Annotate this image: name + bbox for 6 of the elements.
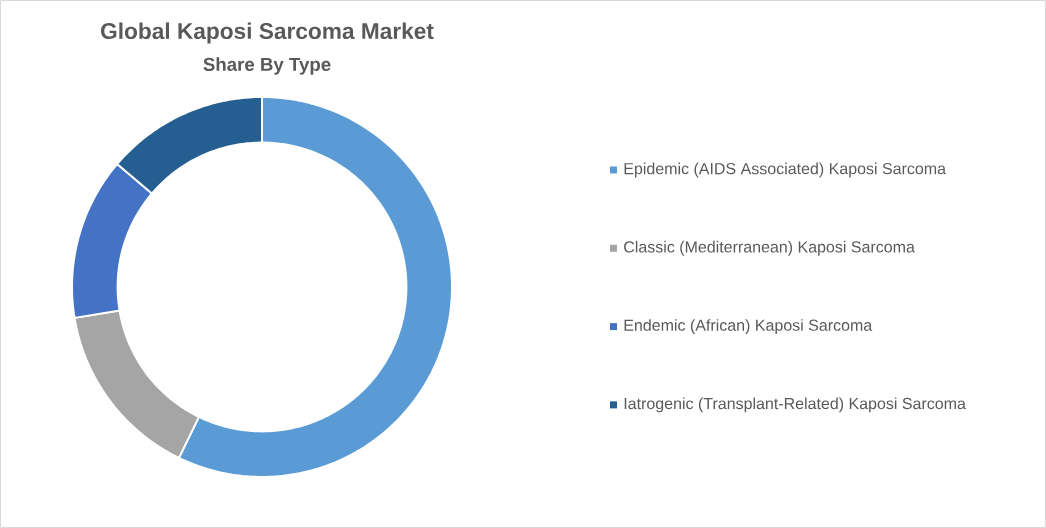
legend-label: Classic (Mediterranean) Kaposi Sarcoma — [624, 240, 915, 256]
legend-label: Epidemic (AIDS Associated) Kaposi Sarcoma — [624, 162, 947, 178]
legend-label: Endemic (African) Kaposi Sarcoma — [624, 319, 873, 335]
legend-label: Iatrogenic (Transplant-Related) Kaposi Sarcoma — [624, 397, 966, 413]
chart-title: Global Kaposi Sarcoma Market — [101, 22, 434, 44]
chart-subtitle: Share By Type — [203, 57, 331, 75]
